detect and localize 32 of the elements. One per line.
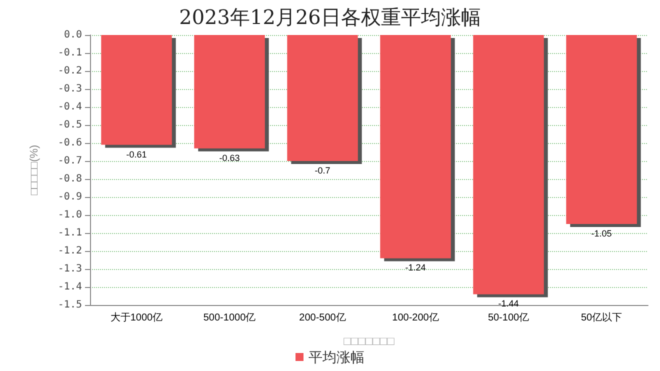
y-tick-label: -1.0	[58, 210, 82, 220]
y-tick-label: -0.3	[58, 84, 82, 94]
x-tick-label: 500-1000亿	[203, 312, 256, 324]
y-tick-label: -1.4	[58, 282, 82, 292]
chart-title: 2023年12月26日各权重平均涨幅	[179, 5, 481, 29]
y-tick-label: -0.2	[58, 66, 82, 76]
y-tick-label: -0.5	[58, 120, 82, 130]
y-axis-title: □□□□□(%)	[28, 144, 40, 196]
y-tick-label: -0.8	[58, 174, 82, 184]
y-tick-label: -0.7	[58, 156, 82, 166]
y-tick-label: -0.1	[58, 48, 82, 58]
data-label: -1.24	[405, 262, 426, 273]
x-axis-title: □□□□□□□	[344, 334, 396, 348]
x-tick-label: 200-500亿	[299, 312, 346, 324]
y-tick-label: -0.6	[58, 138, 82, 148]
y-tick-label: -1.1	[58, 228, 82, 238]
x-tick-label: 100-200亿	[392, 312, 439, 324]
data-label: -0.63	[219, 152, 240, 163]
x-tick-label: 50-100亿	[488, 312, 530, 324]
y-tick-label: -0.9	[58, 192, 82, 202]
y-tick-label: -1.3	[58, 264, 82, 274]
data-label: -1.44	[498, 298, 519, 309]
data-label: -0.61	[126, 149, 147, 160]
y-tick-label: 0.0	[64, 30, 82, 40]
data-label: -1.05	[591, 228, 612, 238]
y-tick-label: -1.2	[58, 246, 82, 256]
y-tick-label: -1.5	[58, 300, 82, 310]
x-tick-label: 大于1000亿	[110, 312, 163, 324]
y-tick-label: -0.4	[58, 102, 82, 112]
data-label: -0.7	[314, 166, 330, 176]
legend-label: 平均涨幅	[308, 349, 364, 365]
x-tick-label: 50亿以下	[580, 312, 622, 324]
